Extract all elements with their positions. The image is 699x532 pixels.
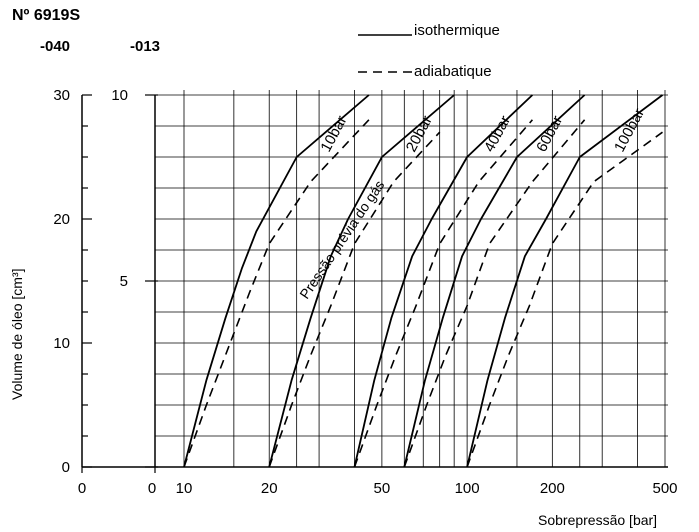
x-tick-label: 100 (455, 480, 480, 497)
x-tick-label: 200 (540, 480, 565, 497)
y-tick-label: 30 (53, 87, 70, 104)
annotation-gas-precharge: Pressão prévia do gás (296, 177, 387, 301)
curve-isothermique-10bar (183, 94, 370, 468)
x-tick-label: 500 (652, 480, 677, 497)
curves: 10bar 20bar 40bar 60bar 100bar (183, 94, 664, 468)
grid (155, 90, 668, 467)
curve-isothermique-40bar (353, 94, 534, 468)
curve-adiabatique-100bar (466, 131, 663, 468)
variant-040: -040 (40, 38, 70, 55)
curve-adiabatique-10bar (183, 119, 370, 468)
x-tick-label: 20 (261, 480, 278, 497)
y-tick-label: 20 (53, 211, 70, 228)
legend-adiabatique: adiabatique (414, 63, 492, 80)
variant-013: -013 (130, 38, 160, 55)
x-tick-label: 50 (374, 480, 391, 497)
x-axis-title: Sobrepressão [bar] (538, 512, 657, 528)
curve-isothermique-20bar (268, 94, 455, 468)
product-code: Nº 6919S (12, 7, 80, 24)
y-tick-label: 0 (62, 459, 70, 476)
legend: isothermique adiabatique (358, 22, 500, 80)
y-tick-label: 10 (53, 335, 70, 352)
y-axis-title: Volume de óleo [cm³] (9, 268, 25, 400)
x-tick-label: 0 (78, 480, 86, 497)
series-label-40bar: 40bar (481, 113, 514, 155)
axes (81, 94, 668, 473)
y-inner-tick-label: 5 (120, 273, 128, 290)
x-tick-label-013: 0 (148, 480, 156, 497)
curve-adiabatique-60bar (403, 119, 586, 468)
legend-isothermique: isothermique (414, 22, 500, 39)
y-inner-tick-label: 10 (111, 87, 128, 104)
curve-adiabatique-40bar (353, 119, 534, 468)
series-label-60bar: 60bar (533, 113, 566, 155)
x-tick-label: 10 (176, 480, 193, 497)
curve-adiabatique-20bar (268, 131, 441, 468)
curve-isothermique-100bar (466, 94, 664, 468)
curve-isothermique-60bar (403, 94, 586, 468)
